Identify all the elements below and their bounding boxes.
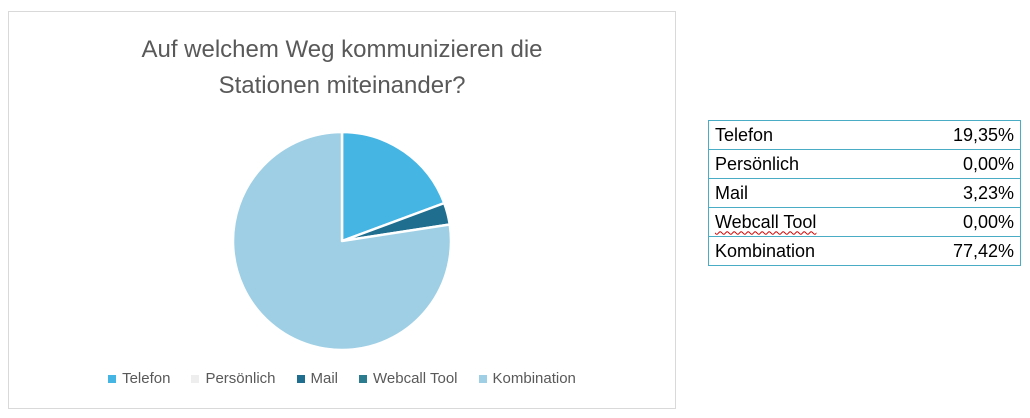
legend-label: Webcall Tool (373, 370, 458, 387)
table-cell-value: 0,00% (898, 207, 1022, 237)
legend-swatch (296, 374, 305, 383)
chart-title-line-2: Stationen miteinander? (218, 72, 466, 99)
table-cell-label: Persönlich (708, 149, 899, 179)
legend-label: Persönlich (205, 370, 276, 387)
legend-swatch (108, 374, 117, 383)
pie-chart (231, 130, 453, 352)
table-cell-value: 0,00% (898, 149, 1022, 179)
table-row: Mail 3,23% (708, 178, 1022, 208)
legend-label: Kombination (492, 370, 576, 387)
table-cell-label: Webcall Tool (708, 207, 899, 237)
legend-item[interactable]: Persönlich (191, 370, 276, 387)
chart-area[interactable]: Auf welchem Weg kommunizieren die Statio… (8, 11, 676, 409)
data-table: Telefon 19,35% Persönlich 0,00% Mail 3,2… (708, 120, 1022, 266)
legend-item[interactable]: Telefon (108, 370, 170, 387)
legend-label: Mail (310, 370, 339, 387)
legend-swatch (478, 374, 487, 383)
table-cell-value: 77,42% (898, 236, 1022, 266)
table-row: Persönlich 0,00% (708, 149, 1022, 179)
legend-item[interactable]: Kombination (478, 370, 576, 387)
chart-title: Auf welchem Weg kommunizieren die Statio… (9, 32, 675, 104)
table-cell-value: 3,23% (898, 178, 1022, 208)
pie-slice-telefon[interactable] (340, 130, 446, 243)
chart-legend: Telefon Persönlich Mail Webcall Tool Kombina… (9, 370, 675, 387)
chart-title-line-1: Auf welchem Weg kommunizieren die (141, 36, 543, 63)
legend-item[interactable]: Mail (296, 370, 339, 387)
table-row: Webcall Tool 0,00% (708, 207, 1022, 237)
table-cell-label: Mail (708, 178, 899, 208)
pie-slice-kombination[interactable] (231, 130, 453, 352)
table-cell-label: Kombination (708, 236, 899, 266)
table-row: Kombination 77,42% (708, 236, 1022, 266)
legend-swatch (359, 374, 368, 383)
legend-item[interactable]: Webcall Tool (359, 370, 458, 387)
table-cell-label: Telefon (708, 120, 899, 150)
table-cell-value: 19,35% (898, 120, 1022, 150)
legend-label: Telefon (122, 370, 171, 387)
table-row: Telefon 19,35% (708, 120, 1022, 150)
legend-swatch (191, 374, 200, 383)
